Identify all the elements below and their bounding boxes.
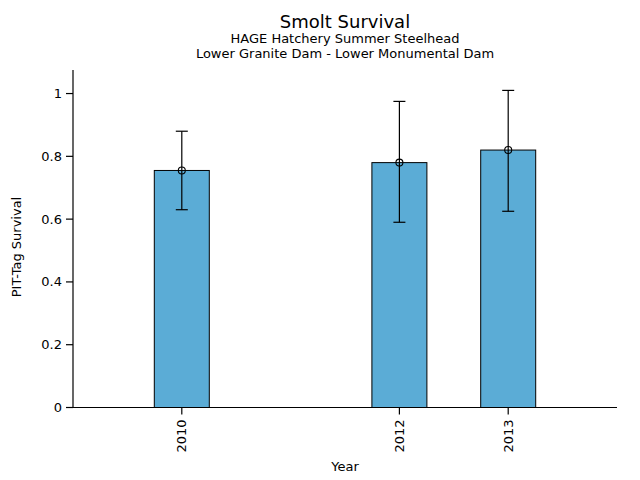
y-tick-label-0.6: 0.6 <box>41 212 62 227</box>
y-tick-label-1: 1 <box>54 86 62 101</box>
x-tick-label-2013: 2013 <box>501 420 516 453</box>
y-tick-label-0.4: 0.4 <box>41 274 62 289</box>
y-tick-label-0.8: 0.8 <box>41 149 62 164</box>
y-tick-label-0: 0 <box>54 400 62 415</box>
plot-area: 0 0.2 0.4 0.6 0.8 1 2010 2012 2013 <box>0 0 640 480</box>
chart-canvas: Smolt Survival HAGE Hatchery Summer Stee… <box>0 0 640 480</box>
x-tick-label-2012: 2012 <box>392 420 407 453</box>
x-tick-label-2010: 2010 <box>174 420 189 453</box>
y-tick-label-0.2: 0.2 <box>41 337 62 352</box>
